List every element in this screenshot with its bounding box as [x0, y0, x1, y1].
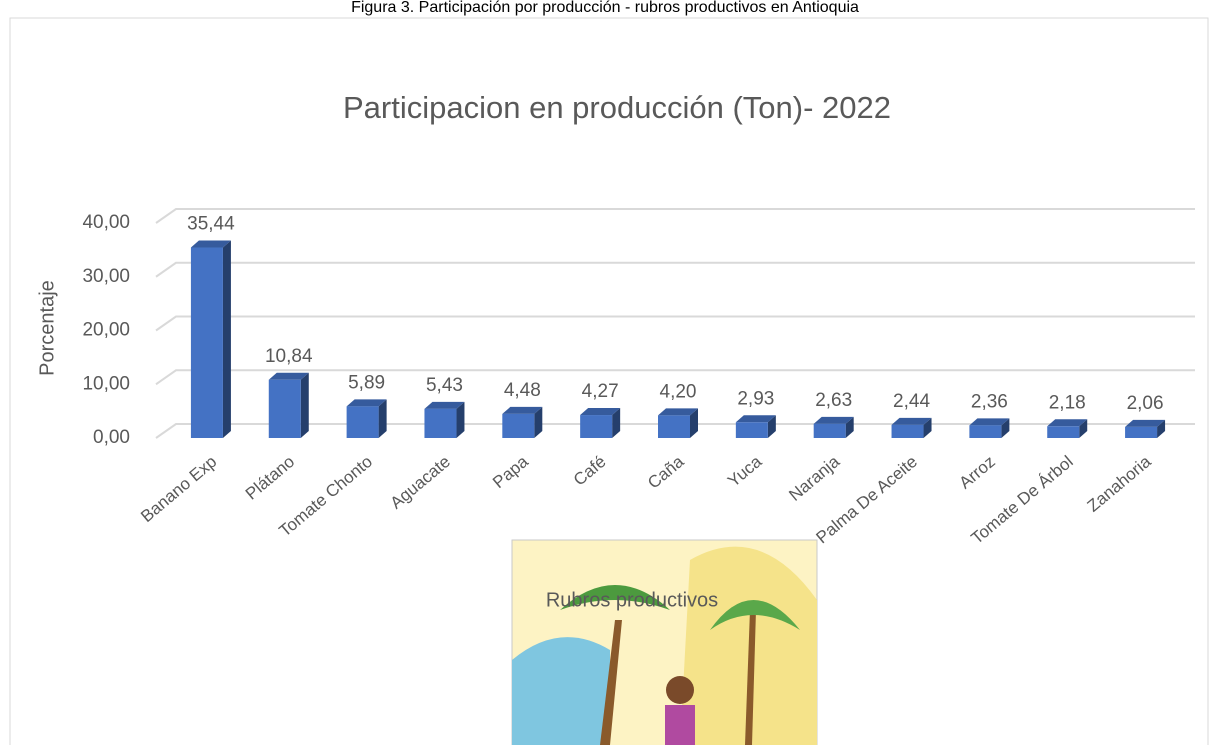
bar-side	[923, 417, 932, 438]
grid-line	[155, 315, 1195, 332]
value-label: 10,84	[265, 346, 313, 367]
bar-side	[378, 399, 387, 438]
bar	[969, 425, 1002, 438]
bar-side	[1001, 418, 1010, 438]
bar	[891, 424, 924, 438]
value-label: 2,36	[971, 391, 1008, 412]
value-label: 35,44	[187, 214, 235, 235]
bar-side	[222, 240, 231, 438]
bar-side	[534, 406, 543, 438]
y-tick-label: 10,00	[82, 373, 130, 394]
value-label: 4,48	[504, 380, 541, 401]
bar-top	[424, 401, 465, 409]
value-label: 4,27	[582, 381, 619, 402]
bar	[190, 247, 223, 438]
bar	[658, 415, 690, 438]
bar-top	[969, 418, 1010, 426]
bar	[580, 415, 613, 438]
bar	[1047, 426, 1080, 438]
grid-line	[155, 369, 1195, 386]
illustration	[511, 539, 818, 750]
caption: Figura 3. Participación por producción -…	[351, 0, 859, 16]
bar-top	[658, 408, 698, 416]
value-label: 5,43	[426, 375, 463, 396]
bar-side	[845, 416, 854, 438]
y-tick-label: 0,00	[93, 427, 130, 448]
bar	[424, 408, 457, 438]
grid-line	[155, 423, 1195, 439]
bar-top	[268, 372, 309, 380]
bar-side	[300, 372, 309, 438]
bar-top	[891, 417, 932, 425]
value-label: 2,93	[737, 388, 774, 409]
bar-top	[346, 399, 387, 407]
grid-line	[155, 261, 1195, 278]
y-tick-label: 20,00	[82, 320, 130, 341]
bar	[268, 379, 301, 438]
y-axis-label: Porcentaje	[36, 280, 58, 376]
bar-side	[690, 408, 698, 438]
bar-top	[1125, 419, 1166, 427]
bar-side	[612, 408, 621, 438]
value-label: 2,06	[1127, 393, 1164, 414]
bar-top	[502, 406, 543, 414]
x-axis-label: Rubros productivos	[546, 589, 718, 611]
bar-side	[1157, 419, 1166, 438]
value-label: 2,63	[815, 390, 852, 411]
bar-side	[767, 415, 776, 438]
value-label: 2,18	[1049, 392, 1086, 413]
value-label: 5,89	[348, 372, 385, 393]
bar-side	[456, 401, 465, 438]
value-label: 2,44	[893, 391, 930, 412]
grid-line	[155, 208, 1195, 224]
bar	[502, 413, 535, 438]
bar-top	[735, 415, 776, 423]
value-label: 4,20	[660, 381, 697, 402]
bar	[813, 423, 846, 438]
bar	[1125, 426, 1158, 438]
bar-top	[1047, 419, 1088, 427]
y-tick-label: 40,00	[82, 212, 130, 233]
bar-top	[190, 240, 231, 248]
bar-side	[1079, 419, 1088, 438]
bar	[346, 406, 379, 438]
y-tick-label: 30,00	[82, 266, 130, 287]
bar-top	[580, 408, 621, 416]
bar-top	[813, 416, 854, 424]
chart-title: Participacion en producción (Ton)- 2022	[343, 90, 891, 125]
bar	[735, 422, 768, 438]
